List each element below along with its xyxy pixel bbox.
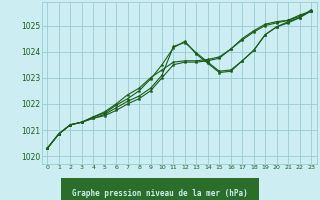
Text: Graphe pression niveau de la mer (hPa): Graphe pression niveau de la mer (hPa) [72, 189, 248, 198]
